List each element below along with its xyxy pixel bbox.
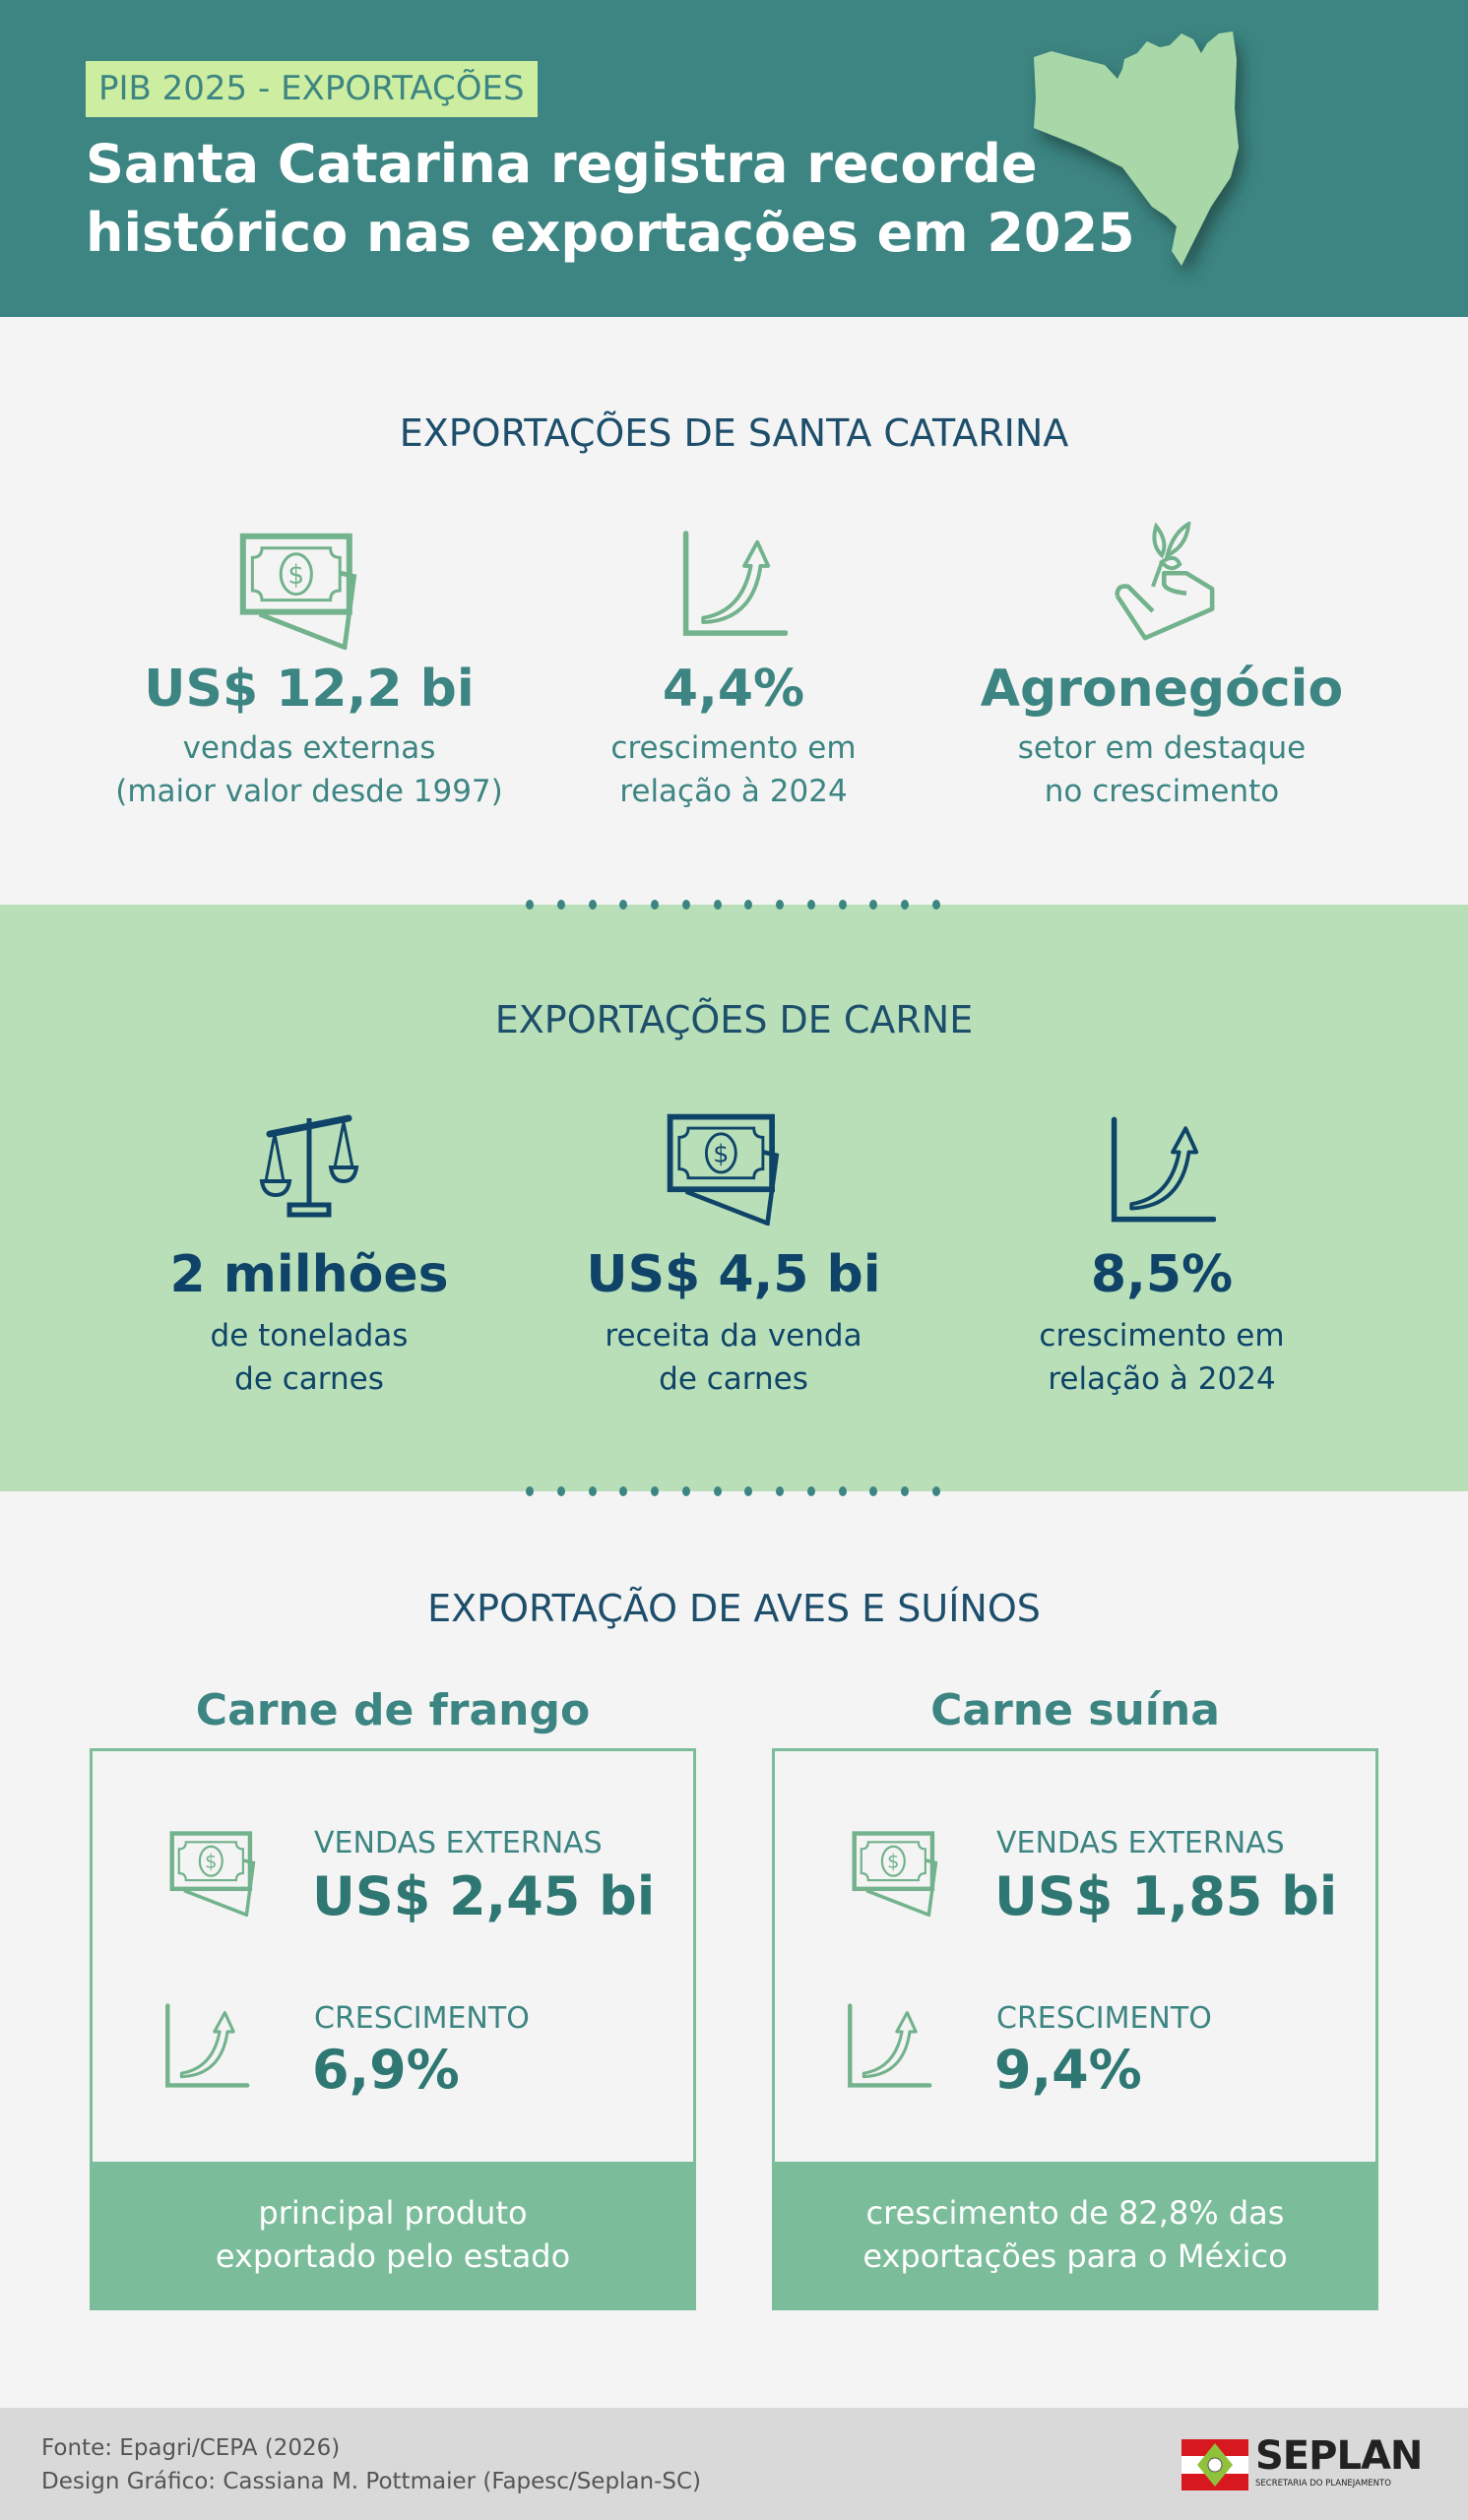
sales-value: US$ 2,45 bi: [312, 1865, 656, 1927]
sales-value: US$ 1,85 bi: [994, 1865, 1338, 1927]
title-line-2: histórico nas exportações em 2025: [86, 202, 1135, 264]
card-note: crescimento de 82,8% das exportações para…: [775, 2162, 1375, 2307]
santa-catarina-map-icon: [1034, 32, 1239, 266]
growth-label: CRESCIMENTO: [996, 2001, 1212, 2036]
card-title-chicken: Carne de frango: [195, 1685, 591, 1735]
source-text: Fonte: Epagri/CEPA (2026): [41, 2435, 341, 2461]
stat-desc: receita da venda de carnes: [605, 1318, 862, 1397]
growth-chart-icon: [161, 2002, 250, 2089]
stat-desc: crescimento em relação à 2024: [1039, 1318, 1285, 1397]
plant-hand-icon: [1106, 522, 1219, 645]
page-title: Santa Catarina registra recorde históric…: [86, 130, 1135, 268]
dot-divider: [526, 900, 940, 910]
growth-chart-icon: [679, 527, 788, 640]
money-icon: [829, 1830, 977, 1917]
money-icon: [660, 1112, 807, 1226]
category-badge: PIB 2025 - EXPORTAÇÕES: [86, 61, 538, 117]
stat-value: 2 milhões: [169, 1245, 449, 1304]
scale-icon: [243, 1112, 376, 1221]
growth-value: 6,9%: [312, 2039, 460, 2101]
stat-value: 4,4%: [662, 660, 805, 719]
header-banner: PIB 2025 - EXPORTAÇÕES Santa Catarina re…: [0, 0, 1468, 317]
stat-desc: vendas externas (maior valor desde 1997): [115, 730, 503, 809]
growth-chart-icon: [1108, 1115, 1216, 1224]
dot-divider: [526, 1486, 940, 1496]
seplan-logo: SEPLAN SECRETARIA DO PLANEJAMENTO: [1181, 2433, 1426, 2490]
stat-desc: de toneladas de carnes: [210, 1318, 409, 1397]
card-title-pork: Carne suína: [930, 1685, 1220, 1735]
stat-desc: crescimento em relação à 2024: [610, 730, 857, 809]
stat-value: US$ 12,2 bi: [144, 660, 475, 719]
card-note: principal produto exportado pelo estado: [93, 2162, 693, 2307]
stat-desc: setor em destaque no crescimento: [1017, 730, 1307, 809]
section-heading-exports: EXPORTAÇÕES DE SANTA CATARINA: [399, 411, 1069, 455]
money-icon: [235, 532, 383, 650]
stat-value: Agronegócio: [980, 660, 1344, 719]
card-pork: VENDAS EXTERNAS US$ 1,85 bi CRESCIMENTO …: [772, 1748, 1378, 2310]
stat-value: 8,5%: [1090, 1245, 1234, 1304]
stat-value: US$ 4,5 bi: [586, 1245, 881, 1304]
credit-text: Design Gráfico: Cassiana M. Pottmaier (F…: [41, 2469, 702, 2494]
title-line-1: Santa Catarina registra recorde: [86, 133, 1038, 195]
money-icon: [147, 1830, 294, 1917]
sales-label: VENDAS EXTERNAS: [996, 1826, 1285, 1860]
sc-flag-icon: [1181, 2439, 1248, 2490]
growth-chart-icon: [844, 2002, 932, 2089]
footer: Fonte: Epagri/CEPA (2026) Design Gráfico…: [0, 2408, 1468, 2520]
meat-exports-band: [0, 905, 1468, 1491]
section-heading-poultry-pork: EXPORTAÇÃO DE AVES E SUÍNOS: [427, 1587, 1041, 1630]
section-heading-meat: EXPORTAÇÕES DE CARNE: [494, 998, 974, 1041]
growth-value: 9,4%: [994, 2039, 1142, 2101]
sales-label: VENDAS EXTERNAS: [314, 1826, 603, 1860]
card-chicken: VENDAS EXTERNAS US$ 2,45 bi CRESCIMENTO …: [90, 1748, 696, 2310]
growth-label: CRESCIMENTO: [314, 2001, 530, 2036]
